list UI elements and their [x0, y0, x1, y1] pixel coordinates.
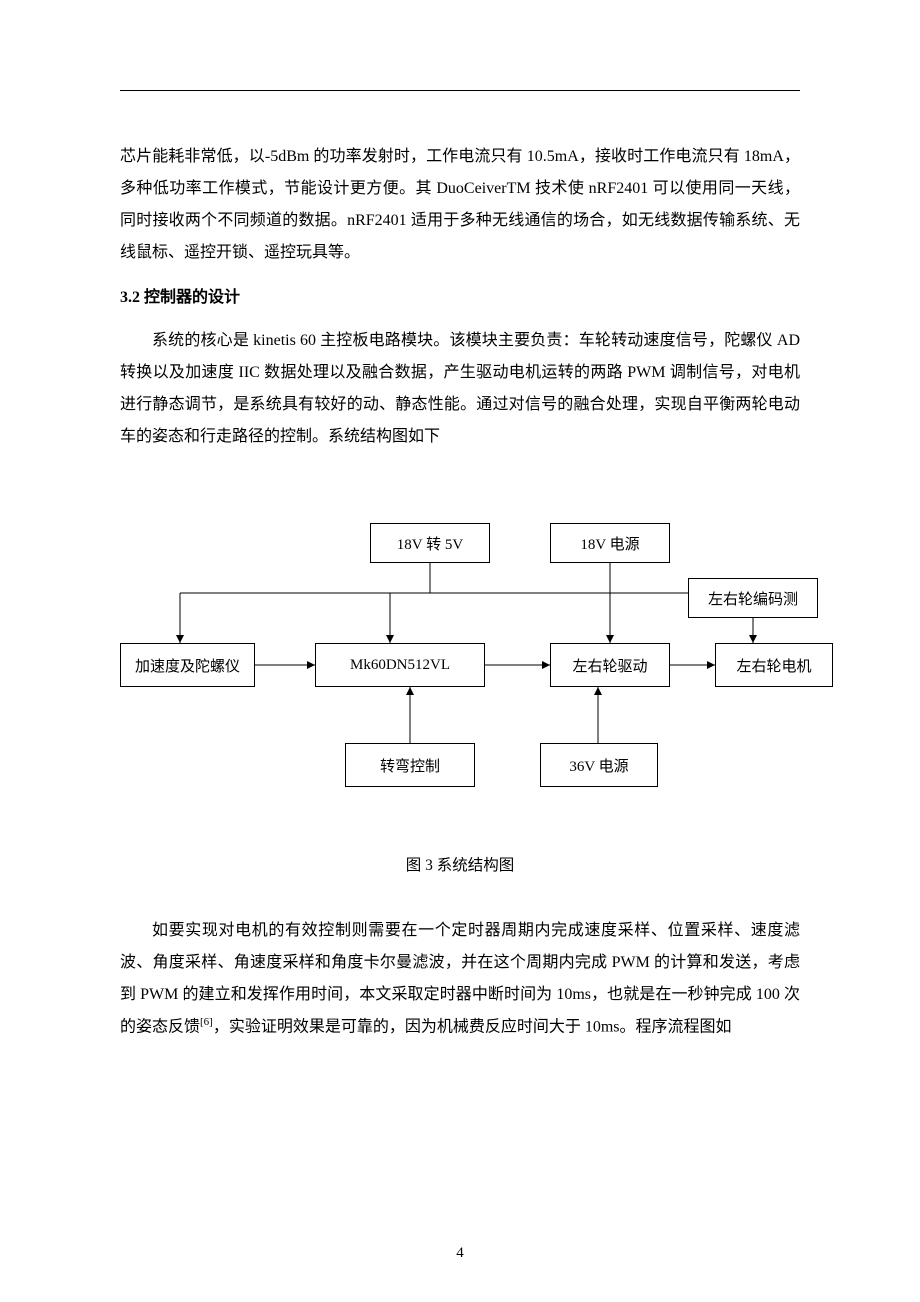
- node-18v-to-5v: 18V 转 5V: [370, 523, 490, 563]
- page-number: 4: [0, 1245, 920, 1262]
- node-wheel-encoder: 左右轮编码测: [688, 578, 818, 618]
- node-wheel-drive: 左右轮驱动: [550, 643, 670, 687]
- node-accel-gyro: 加速度及陀螺仪: [120, 643, 255, 687]
- header-rule: [120, 90, 800, 91]
- figure-3-system-diagram: 18V 转 5V 18V 电源 左右轮编码测 加速度及陀螺仪 Mk60DN512…: [120, 523, 800, 833]
- heading-3-2: 3.2 控制器的设计: [120, 283, 800, 307]
- reference-6: [6]: [200, 1016, 213, 1028]
- paragraph-3: 如要实现对电机的有效控制则需要在一个定时器周期内完成速度采样、位置采样、速度滤波…: [120, 915, 800, 1043]
- node-wheel-motor: 左右轮电机: [715, 643, 833, 687]
- paragraph-2: 系统的核心是 kinetis 60 主控板电路模块。该模块主要负责：车轮转动速度…: [120, 325, 800, 453]
- figure-3-caption: 图 3 系统结构图: [120, 853, 800, 875]
- node-18v-power: 18V 电源: [550, 523, 670, 563]
- paragraph-3-text-b: ，实验证明效果是可靠的，因为机械费反应时间大于 10ms。程序流程图如: [213, 1018, 732, 1035]
- node-turn-ctrl: 转弯控制: [345, 743, 475, 787]
- node-mcu: Mk60DN512VL: [315, 643, 485, 687]
- paragraph-1: 芯片能耗非常低，以-5dBm 的功率发射时，工作电流只有 10.5mA，接收时工…: [120, 141, 800, 269]
- node-36v-power: 36V 电源: [540, 743, 658, 787]
